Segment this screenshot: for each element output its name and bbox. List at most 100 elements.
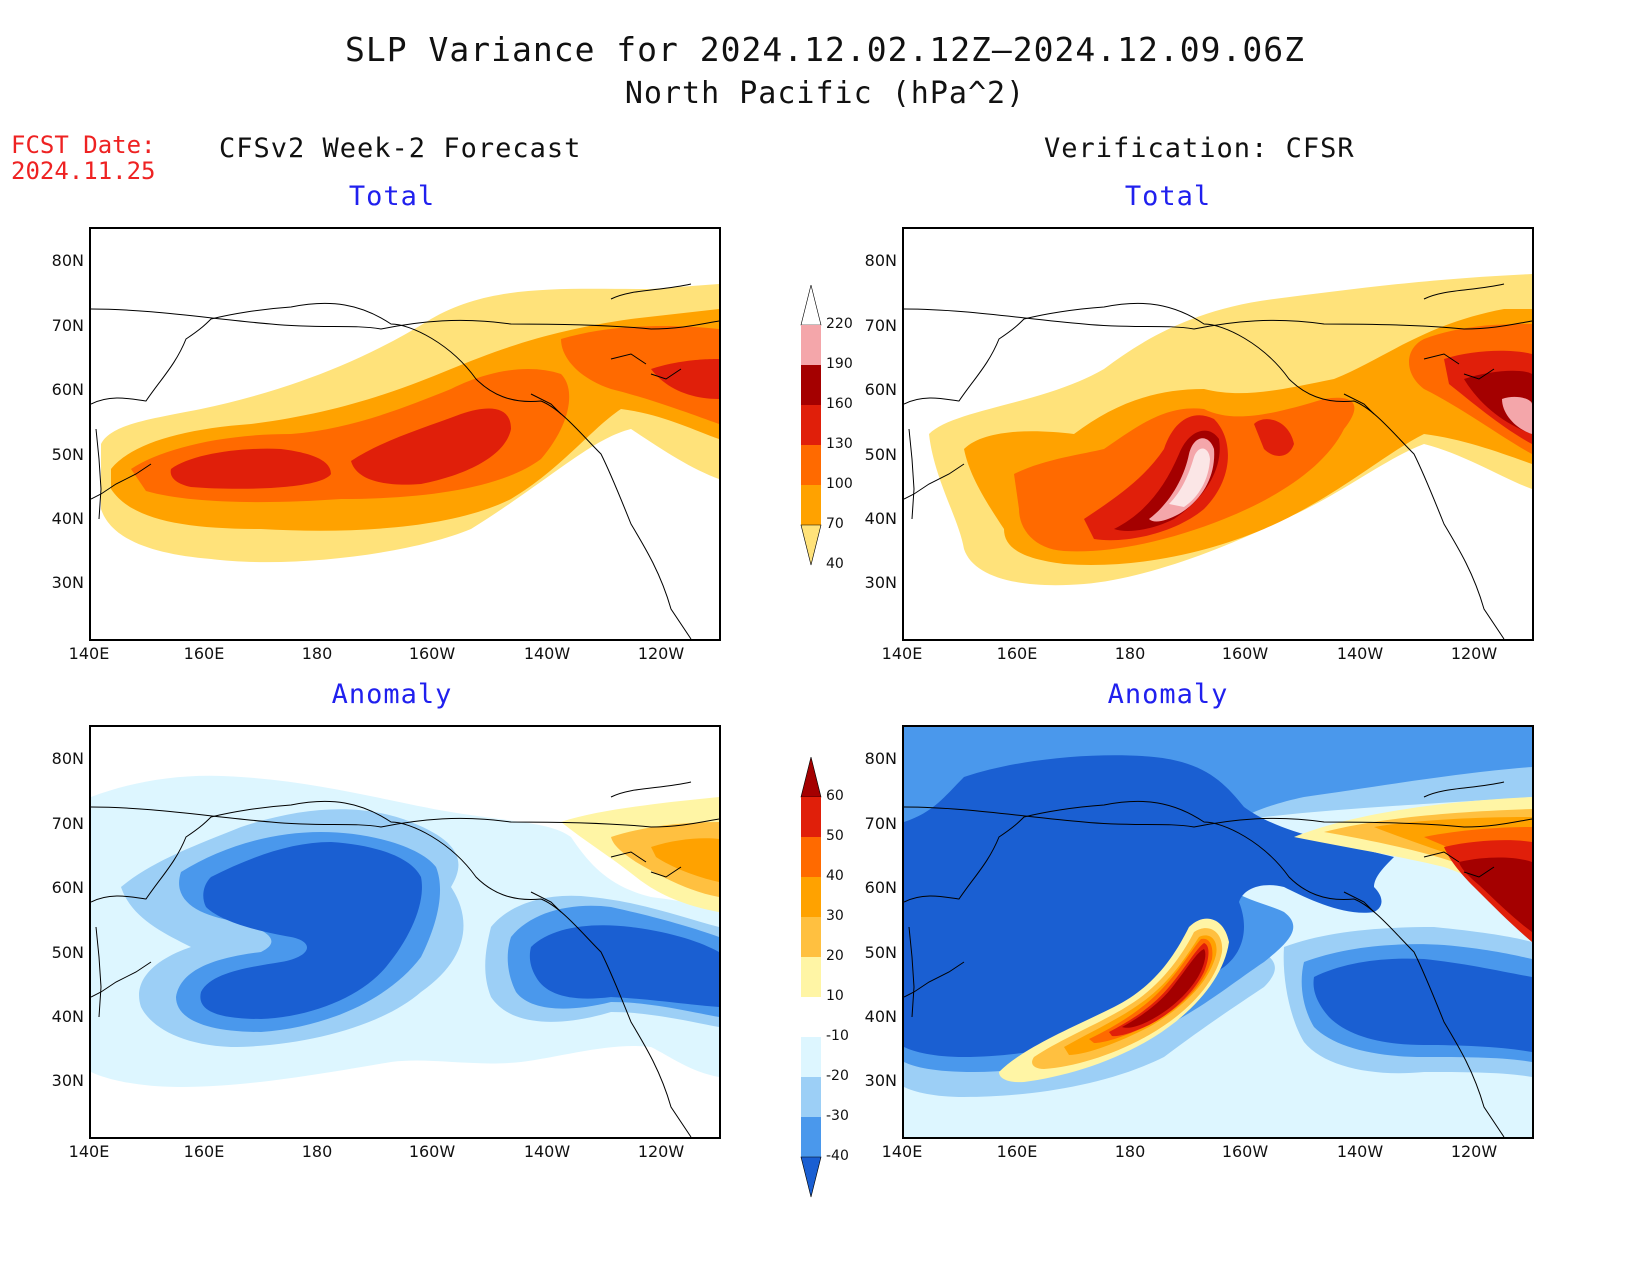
fcst-date-value: 2024.11.25 [11,157,156,185]
colorbar-top-arrow [800,757,822,798]
lat-tick-label: 50N [51,445,84,464]
lon-tick-label: 160W [408,1142,456,1161]
colorbar-segment [801,365,821,405]
lat-tick-label: 60N [864,878,897,897]
colorbar-segment [801,917,821,957]
colorbar-level-label: 100 [826,476,853,492]
total-colorbar [800,285,822,566]
anomaly-colorbar [800,757,822,1198]
lat-tick-label: 70N [864,316,897,335]
forecast-total-map [89,227,721,641]
lon-tick-label: 160W [1221,1142,1269,1161]
contour-220 [1169,448,1210,507]
lat-tick-label: 40N [51,1007,84,1026]
colorbar-segment [801,837,821,877]
lat-tick-label: 80N [51,251,84,270]
colorbar-segment [801,957,821,997]
lon-tick-label: 160E [996,1142,1038,1161]
verification-anomaly-map [902,725,1534,1139]
coastlines [904,781,1532,1137]
lon-tick-label: 120W [1450,644,1498,663]
lon-tick-label: 140E [68,644,110,663]
lat-tick-label: 50N [864,943,897,962]
lon-tick-label: 180 [301,1142,333,1161]
lon-tick-label: 140W [523,1142,571,1161]
contour-neg40 [904,755,1532,1057]
lon-tick-label: 140E [881,1142,923,1161]
colorbar-level-label: 220 [826,316,853,332]
lat-tick-label: 60N [864,380,897,399]
colorbar-level-label: 40 [826,868,844,884]
lat-tick-label: 40N [864,1007,897,1026]
forecast-anomaly-title: Anomaly [331,679,453,710]
coastlines [904,283,1532,639]
lon-tick-label: 160E [183,644,225,663]
contour-neg40 [200,842,719,1019]
colorbar-level-label: 190 [826,356,853,372]
lat-tick-label: 70N [51,316,84,335]
lat-tick-label: 30N [864,573,897,592]
verification-anomaly-title: Anomaly [1107,679,1229,710]
contour-30 [651,838,719,882]
colorbar-segment [801,445,821,485]
forecast-column-title: CFSv2 Week-2 Forecast [219,133,582,164]
fcst-date-label: FCST Date: [11,131,156,159]
colorbar-level-label: 40 [826,556,844,572]
lat-tick-label: 80N [51,749,84,768]
lon-tick-label: 160E [183,1142,225,1161]
lon-tick-label: 180 [1114,1142,1146,1161]
lat-tick-label: 40N [864,509,897,528]
colorbar-level-label: -20 [826,1068,849,1084]
colorbar-segment [801,405,821,445]
lon-tick-label: 140W [523,644,571,663]
colorbar-level-label: -40 [826,1148,849,1164]
lat-tick-label: 80N [864,749,897,768]
figure-subtitle: North Pacific (hPa^2) [624,76,1026,111]
lon-tick-label: 140E [881,644,923,663]
lat-tick-label: 70N [864,814,897,833]
lat-tick-label: 30N [51,1071,84,1090]
lon-tick-label: 140W [1336,644,1384,663]
verification-column-title: Verification: CFSR [1044,133,1355,164]
lat-tick-label: 30N [864,1071,897,1090]
lat-tick-label: 80N [864,251,897,270]
colorbar-level-label: 130 [826,436,853,452]
colorbar-level-label: 60 [826,788,844,804]
figure-title: SLP Variance for 2024.12.02.12Z–2024.12.… [345,30,1305,69]
colorbar-top-arrow [800,285,822,326]
colorbar-segment [801,325,821,365]
colorbar-bottom-arrow [800,1156,822,1198]
coastlines [91,283,719,639]
lat-tick-label: 50N [864,445,897,464]
colorbar-segment [801,1117,821,1157]
lon-tick-label: 160W [1221,644,1269,663]
lon-tick-label: 120W [637,644,685,663]
colorbar-segment [801,997,821,1037]
colorbar-level-label: 160 [826,396,853,412]
forecast-anomaly-map [89,725,721,1139]
lon-tick-label: 180 [301,644,333,663]
colorbar-segment [801,485,821,525]
lon-tick-label: 140W [1336,1142,1384,1161]
verification-total-map [902,227,1534,641]
colorbar-level-label: 50 [826,828,844,844]
lon-tick-label: 160E [996,644,1038,663]
colorbar-level-label: -10 [826,1028,849,1044]
verification-total-title: Total [1124,181,1212,212]
lat-tick-label: 70N [51,814,84,833]
coastlines [91,781,719,1137]
lon-tick-label: 120W [637,1142,685,1161]
colorbar-segment [801,797,821,837]
colorbar-level-label: 20 [826,948,844,964]
forecast-total-title: Total [348,181,436,212]
lat-tick-label: 30N [51,573,84,592]
lat-tick-label: 50N [51,943,84,962]
lat-tick-label: 40N [51,509,84,528]
lon-tick-label: 140E [68,1142,110,1161]
lon-tick-label: 120W [1450,1142,1498,1161]
lon-tick-label: 180 [1114,644,1146,663]
lat-tick-label: 60N [51,380,84,399]
lon-tick-label: 160W [408,644,456,663]
colorbar-level-label: -30 [826,1108,849,1124]
colorbar-level-label: 30 [826,908,844,924]
